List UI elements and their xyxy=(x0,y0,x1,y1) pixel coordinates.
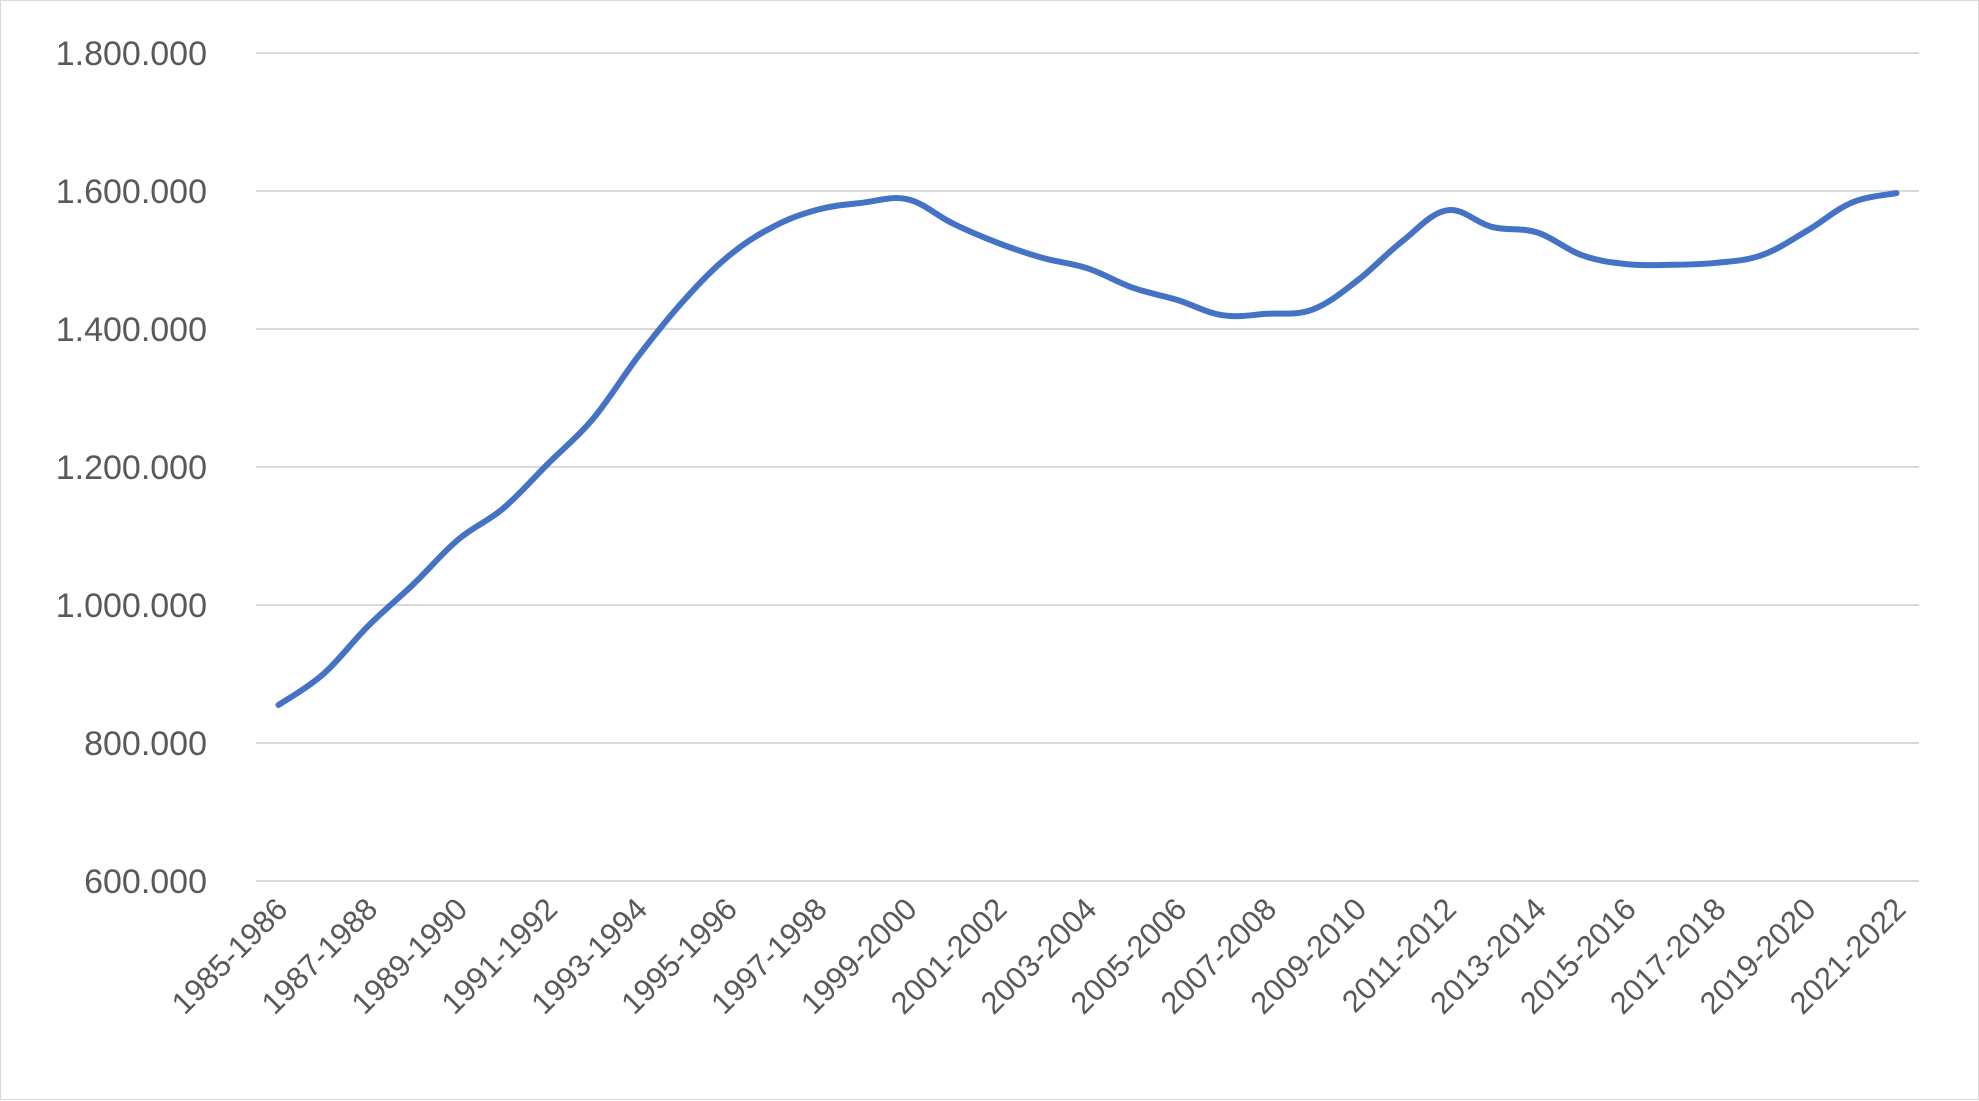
y-tick-label: 1.600.000 xyxy=(56,173,207,211)
gridlines xyxy=(256,53,1919,881)
y-tick-label: 1.400.000 xyxy=(56,311,207,349)
y-tick-label: 1.200.000 xyxy=(56,449,207,487)
y-tick-label: 1.000.000 xyxy=(56,587,207,625)
y-tick-label: 1.800.000 xyxy=(56,35,207,73)
series-lines xyxy=(278,193,1896,705)
series-line xyxy=(279,193,1897,705)
y-axis-labels: 600.000 800.000 1.000.000 1.200.000 1.400.00… xyxy=(56,35,207,901)
x-axis-labels: 1985-19861987-19881989-19901991-19921993… xyxy=(165,891,1913,1021)
y-tick-label: 600.000 xyxy=(84,863,207,901)
y-tick-label: 800.000 xyxy=(84,725,207,763)
